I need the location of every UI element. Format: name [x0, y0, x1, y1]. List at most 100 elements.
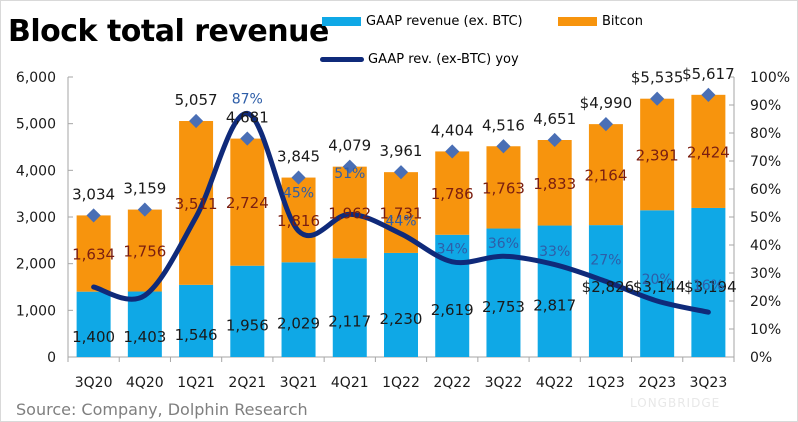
left-axis-tick-label: 2,000 [16, 257, 56, 273]
bar-gaap-revenue [691, 207, 726, 357]
label-bitcoin: 1,763 [482, 179, 525, 197]
label-yoy: 87% [232, 91, 263, 107]
total-marker [137, 202, 152, 217]
x-axis-tick-label: 2Q22 [433, 375, 471, 391]
legend-label-yoy: GAAP rev. (ex-BTC) yoy [368, 52, 519, 67]
right-axis-tick-label: 20% [750, 294, 781, 310]
legend-line-yoy [320, 57, 364, 62]
bar-bitcoin [435, 151, 470, 235]
label-bitcoin: 1,731 [380, 205, 423, 223]
right-axis-tick-label: 0% [750, 350, 772, 366]
left-axis-tick-label: 1,000 [16, 303, 56, 319]
axes: 0 1,000 2,000 3,000 4,000 5,000 6,000 0% 10% 20% 3… [16, 70, 790, 391]
label-bitcoin: 2,391 [636, 146, 679, 164]
bar-gaap-revenue [76, 291, 111, 357]
label-total: $5,535 [631, 69, 684, 87]
label-gaap-revenue: 1,400 [72, 328, 115, 346]
bar-gaap-revenue [537, 225, 572, 357]
total-marker [445, 144, 460, 159]
total-marker [240, 131, 255, 146]
label-bitcoin: 1,756 [123, 243, 166, 261]
label-total: 4,681 [226, 109, 269, 127]
label-bitcoin: 1,786 [431, 185, 474, 203]
left-axis-tick-label: 3,000 [16, 210, 56, 226]
total-marker [342, 159, 357, 174]
bar-bitcoin [537, 140, 572, 226]
x-axis-tick-label: 4Q22 [536, 375, 574, 391]
legend-entry-gaap-revenue: GAAP revenue (ex. BTC) [322, 14, 523, 29]
x-axis-tick-label: 1Q21 [177, 375, 215, 391]
bar-gaap-revenue [384, 252, 418, 357]
bar-gaap-revenue [230, 265, 265, 357]
label-gaap-revenue: 2,619 [431, 301, 474, 319]
label-bitcoin: 1,833 [533, 175, 576, 193]
total-marker [291, 170, 306, 185]
total-marker [701, 87, 716, 102]
label-gaap-revenue: 2,753 [482, 298, 525, 316]
label-total: 4,079 [328, 137, 371, 155]
left-axis-tick-label: 0 [47, 350, 56, 366]
label-gaap-revenue: 1,546 [175, 326, 218, 344]
right-axis-tick-label: 90% [750, 98, 781, 114]
bar-gaap-revenue [588, 225, 623, 357]
total-marker [393, 165, 409, 180]
total-marker [598, 117, 613, 132]
right-axis-tick-label: 60% [750, 182, 781, 198]
total-marker [547, 132, 562, 148]
label-total: 4,404 [431, 121, 474, 139]
label-gaap-revenue: 2,817 [533, 296, 576, 314]
label-gaap-revenue: 1,403 [123, 328, 166, 346]
label-yoy: 36% [488, 236, 519, 252]
legend-swatch-gaap-revenue [322, 17, 361, 26]
label-bitcoin: 2,724 [226, 194, 269, 212]
label-gaap-revenue: $3,194 [684, 278, 737, 296]
right-axis-tick-label: 40% [750, 238, 781, 254]
right-axis-tick-label: 30% [750, 266, 781, 282]
legend-label-gaap-revenue: GAAP revenue (ex. BTC) [366, 14, 523, 29]
x-axis-tick-label: 4Q21 [331, 375, 369, 391]
right-axis-tick-label: 70% [750, 154, 781, 170]
x-axis-tick-label: 3Q22 [485, 375, 523, 391]
bar-gaap-revenue [486, 228, 521, 357]
source-note: Source: Company, Dolphin Research [16, 400, 308, 419]
bar-gaap-revenue [179, 284, 214, 357]
label-gaap-revenue: 1,956 [226, 316, 269, 334]
label-bitcoin: 2,164 [584, 167, 627, 185]
label-yoy: 27% [590, 253, 621, 269]
left-axis-tick-label: 6,000 [16, 70, 56, 86]
label-gaap-revenue: 2,029 [277, 315, 320, 333]
label-yoy: 51% [334, 166, 365, 182]
right-axis-tick-label: 10% [750, 322, 781, 338]
x-axis-tick-label: 3Q20 [75, 375, 113, 391]
bar-bitcoin [76, 215, 111, 292]
label-bitcoin: 3,511 [175, 195, 218, 213]
label-yoy: 44% [385, 213, 416, 229]
label-total: $5,617 [682, 65, 735, 83]
right-axis-tick-label: 100% [750, 70, 790, 86]
total-marker [496, 139, 511, 154]
bar-bitcoin [588, 124, 623, 226]
label-gaap-revenue: $2,826 [582, 278, 635, 296]
x-axis-tick-label: 1Q22 [382, 375, 420, 391]
legend-label-bitcoin: Bitcon [602, 14, 643, 29]
label-yoy: 16% [693, 278, 724, 294]
label-gaap-revenue: 2,230 [380, 310, 423, 328]
label-yoy: 20% [642, 272, 673, 288]
bar-gaap-revenue [640, 210, 675, 357]
bar-bitcoin [179, 121, 214, 285]
bar-bitcoin [691, 94, 726, 208]
label-total: 3,034 [72, 185, 115, 203]
label-gaap-revenue: $3,144 [633, 278, 686, 296]
bar-bitcoin [127, 209, 162, 292]
legend-entry-yoy: GAAP rev. (ex-BTC) yoy [320, 52, 519, 67]
right-axis-tick-label: 50% [750, 210, 781, 226]
label-total: 4,516 [482, 116, 525, 134]
total-marker [650, 91, 665, 106]
label-total: $4,990 [580, 94, 633, 112]
label-yoy: 45% [283, 185, 314, 201]
left-axis-tick-label: 5,000 [16, 117, 56, 133]
label-total: 4,651 [533, 110, 576, 128]
x-axis-tick-label: 3Q23 [690, 375, 728, 391]
bar-gaap-revenue [332, 258, 367, 357]
